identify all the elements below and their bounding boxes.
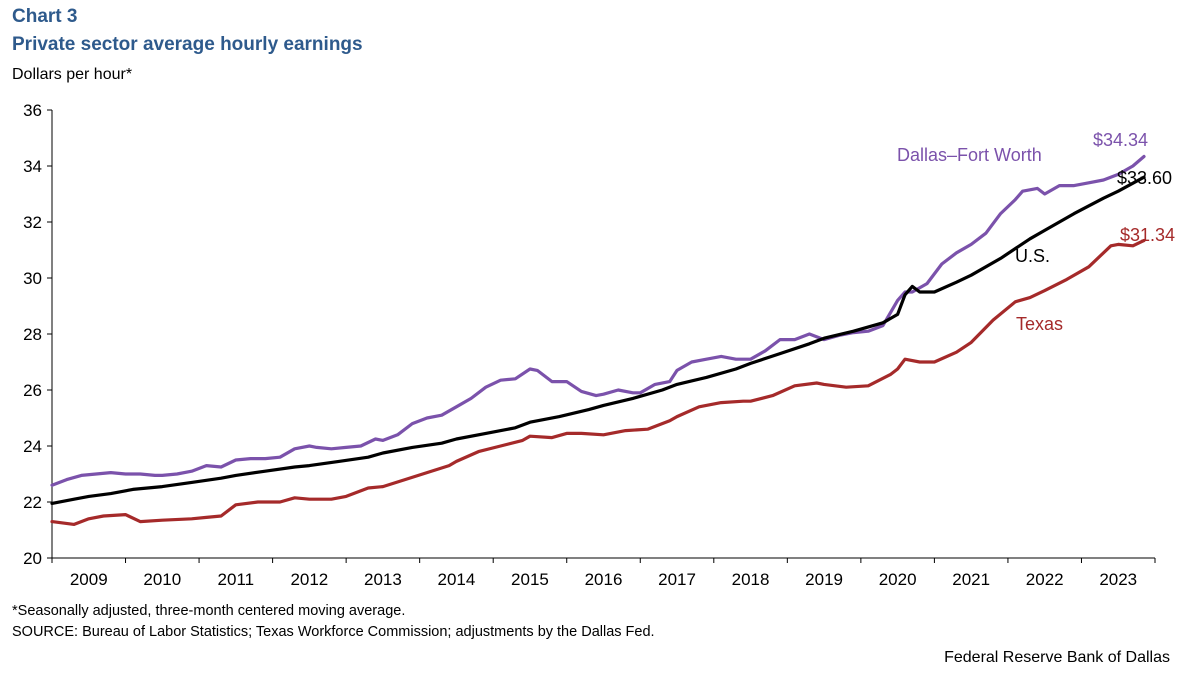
x-tick-label: 2016 (585, 570, 623, 589)
y-tick-label: 20 (23, 549, 42, 568)
y-axis-unit-label: Dollars per hour* (12, 66, 133, 83)
y-tick-label: 30 (23, 269, 42, 288)
x-tick-label: 2012 (290, 570, 328, 589)
series-name-label: Texas (1016, 314, 1063, 334)
y-tick-label: 26 (23, 381, 42, 400)
x-tick-label: 2015 (511, 570, 549, 589)
x-tick-label: 2022 (1026, 570, 1064, 589)
series-line-dallas-fort-worth (50, 154, 1146, 487)
x-tick-label: 2014 (438, 570, 476, 589)
chart-number: Chart 3 (12, 6, 78, 27)
x-tick-label: 2011 (218, 570, 255, 589)
series-line-u-s- (50, 175, 1146, 505)
y-tick-label: 24 (23, 437, 42, 456)
series-end-value-label: $33.60 (1117, 168, 1172, 188)
series-name-label: Dallas–Fort Worth (897, 145, 1042, 165)
x-tick-label: 2013 (364, 570, 402, 589)
series-name-label: U.S. (1015, 246, 1050, 266)
credit-text: Federal Reserve Bank of Dallas (944, 649, 1170, 666)
series-end-value-label: $31.34 (1120, 225, 1175, 245)
x-tick-label: 2009 (70, 570, 108, 589)
source-note: SOURCE: Bureau of Labor Statistics; Texa… (12, 624, 655, 640)
x-tick-label: 2018 (732, 570, 770, 589)
series-line-texas (50, 238, 1146, 526)
series-layer (50, 154, 1146, 526)
series-labels: Dallas–Fort Worth $34.34 U.S. $33.60 Texas $3… (897, 130, 1175, 334)
y-tick-label: 28 (23, 325, 42, 344)
y-tick-label: 36 (23, 101, 42, 120)
x-tick-label: 2017 (658, 570, 696, 589)
x-tick-label: 2020 (879, 570, 917, 589)
y-tick-label: 32 (23, 213, 42, 232)
x-tick-label: 2010 (143, 570, 181, 589)
y-tick-label: 34 (23, 157, 42, 176)
y-tick-label: 22 (23, 493, 42, 512)
x-tick-label: 2021 (952, 570, 990, 589)
series-end-value-label: $34.34 (1093, 130, 1148, 150)
x-tick-label: 2019 (805, 570, 843, 589)
chart-title: Private sector average hourly earnings (12, 34, 363, 55)
x-tick-label: 2023 (1099, 570, 1137, 589)
footnote: *Seasonally adjusted, three-month center… (12, 603, 406, 619)
